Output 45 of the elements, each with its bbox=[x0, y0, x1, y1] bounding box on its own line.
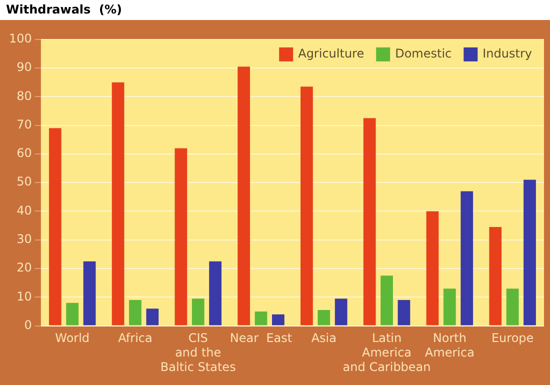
bar bbox=[272, 314, 284, 326]
bar bbox=[489, 226, 502, 326]
y-tick-label: 100 bbox=[9, 32, 32, 46]
bar bbox=[129, 300, 142, 326]
bar bbox=[334, 298, 348, 326]
bar bbox=[83, 261, 96, 326]
bar bbox=[460, 191, 474, 326]
x-tick-label: Europe bbox=[491, 331, 534, 346]
y-tick-label: 0 bbox=[24, 318, 32, 332]
y-tick-label: 80 bbox=[16, 88, 32, 103]
bar bbox=[66, 302, 79, 326]
y-tick-label: 30 bbox=[16, 232, 32, 246]
bar bbox=[363, 118, 376, 326]
bar bbox=[426, 211, 439, 326]
bar bbox=[112, 82, 124, 326]
bar bbox=[238, 66, 250, 326]
y-tick-label: 20 bbox=[16, 260, 32, 275]
bar bbox=[48, 128, 62, 326]
x-tick-label: Africa bbox=[118, 331, 152, 346]
bar bbox=[300, 86, 313, 326]
y-tick-label: 50 bbox=[16, 174, 32, 189]
bar bbox=[209, 261, 222, 326]
y-tick-label: 40 bbox=[16, 203, 32, 218]
x-tick-label: North America bbox=[424, 331, 474, 360]
y-tick-label: 10 bbox=[16, 289, 32, 304]
bar bbox=[524, 180, 536, 326]
bar bbox=[380, 276, 393, 326]
y-tick-label: 60 bbox=[16, 146, 32, 160]
bar bbox=[398, 300, 410, 326]
chart-title: Withdrawals (%) bbox=[6, 2, 122, 16]
x-tick-label: Asia bbox=[311, 331, 336, 346]
legend-label: Agriculture bbox=[298, 46, 364, 61]
bar bbox=[146, 308, 159, 326]
x-tick-label: Near East bbox=[230, 331, 292, 346]
bar bbox=[254, 311, 268, 326]
legend-label: Domestic bbox=[395, 46, 452, 61]
y-tick-label: 70 bbox=[16, 117, 32, 132]
bar bbox=[318, 310, 330, 326]
bar bbox=[443, 288, 456, 326]
x-tick-label: World bbox=[55, 331, 90, 346]
bar bbox=[174, 148, 188, 326]
legend-label: Industry bbox=[482, 46, 532, 61]
bar bbox=[506, 288, 519, 326]
y-tick-label: 90 bbox=[16, 60, 32, 74]
bar bbox=[192, 298, 204, 326]
